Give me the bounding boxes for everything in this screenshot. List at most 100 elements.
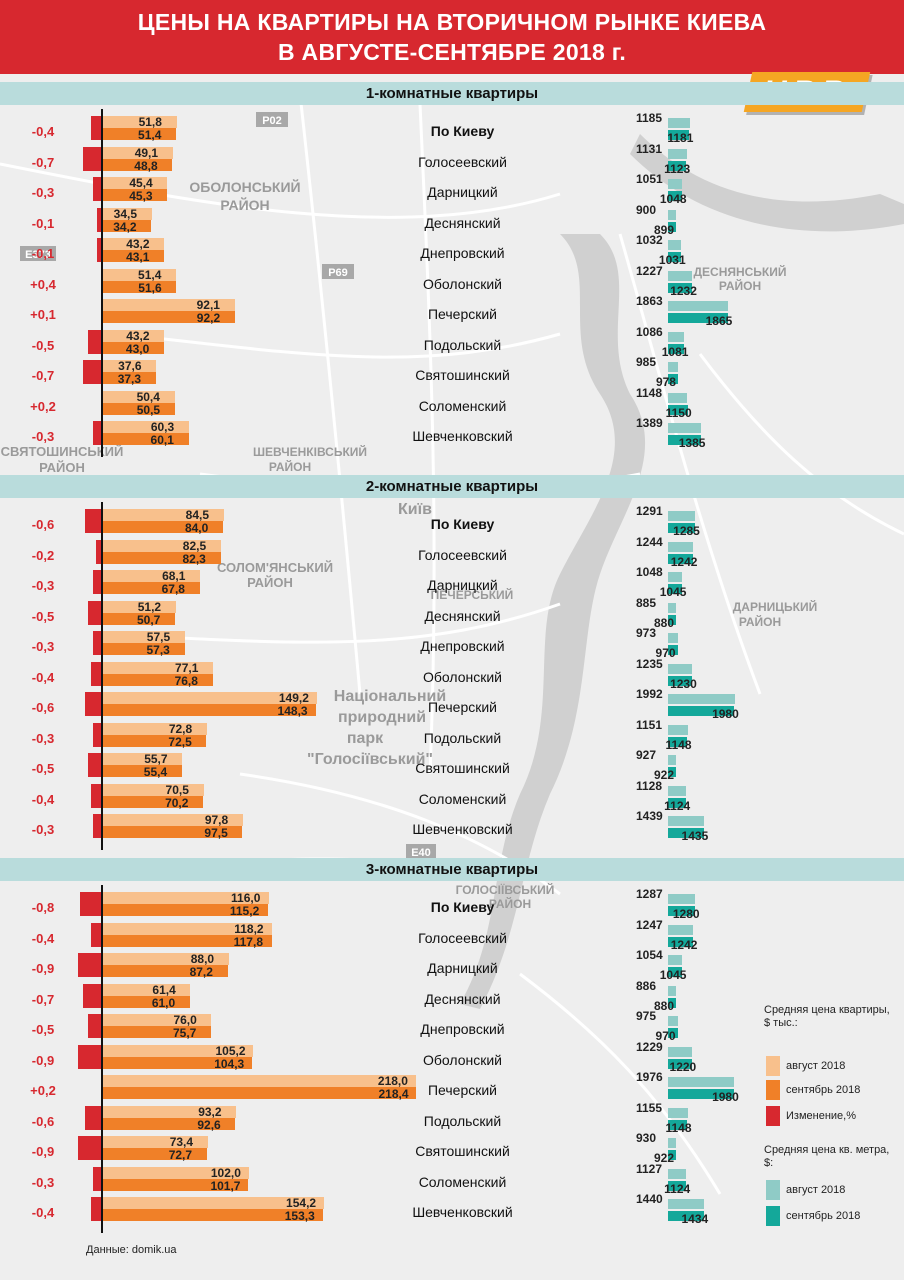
chart-row: -0,9 73,4 72,7 Святошинский 930 922 xyxy=(0,1132,904,1166)
change-bar xyxy=(77,1044,101,1069)
bar-aug-2018 xyxy=(102,783,204,796)
bar-aug-2018 xyxy=(102,207,152,220)
district-name: Голосеевский xyxy=(418,153,507,170)
sqm-bar-aug-2018 xyxy=(668,301,728,311)
value-aug-2018: 218,0 xyxy=(377,1074,408,1088)
data-source: Данные: domik.ua xyxy=(86,1244,177,1256)
sqm-bar-aug-2018 xyxy=(668,894,696,904)
bar-sep-2018 xyxy=(102,402,175,415)
sqm-value-sep-2018: 1124 xyxy=(664,798,691,813)
sqm-value-sep-2018: 1148 xyxy=(665,737,692,752)
bar-aug-2018 xyxy=(102,421,189,433)
change-bar xyxy=(82,146,101,171)
sqm-value-sep-2018: 970 xyxy=(655,646,676,660)
chart-row: -0,3 45,4 45,3 Дарницкий 1051 1048 xyxy=(0,173,904,207)
sqm-value-sep-2018: 1081 xyxy=(661,344,689,359)
bar-sep-2018 xyxy=(102,1178,249,1191)
sqm-bar-aug-2018 xyxy=(668,1107,688,1118)
chart-row: -0,6 149,2 148,3 Печерский 1992 1980 xyxy=(0,688,904,722)
chart-row: -0,7 49,1 48,8 Голосеевский 1131 1123 xyxy=(0,143,904,177)
change-bar xyxy=(88,329,101,354)
chart-row: +0,2 218,0 218,4 Печерский 1976 1980 xyxy=(0,1071,904,1105)
value-aug-2018: 93,2 xyxy=(198,1104,222,1119)
district-name: Шевченковский xyxy=(412,1204,513,1220)
zero-axis xyxy=(101,885,103,1233)
sqm-bar-sep-2018 xyxy=(668,553,693,564)
sqm-bar-aug-2018 xyxy=(668,816,704,826)
change-label: -0,1 xyxy=(31,246,55,261)
bar-sep-2018 xyxy=(102,521,223,533)
value-aug-2018: 51,8 xyxy=(138,115,162,129)
change-label: -0,6 xyxy=(31,700,55,715)
change-label: -0,3 xyxy=(31,578,55,593)
district-name: Голосеевский xyxy=(418,546,507,563)
sqm-value-aug-2018: 1291 xyxy=(636,504,663,518)
district-name: Оболонский xyxy=(423,275,502,292)
change-bar xyxy=(97,207,101,232)
value-aug-2018: 88,0 xyxy=(190,952,215,966)
change-bar xyxy=(82,983,101,1008)
legend-swatch-change xyxy=(766,1106,780,1126)
change-label: -0,6 xyxy=(31,517,55,532)
change-bar xyxy=(90,116,101,140)
sqm-value-aug-2018: 900 xyxy=(636,202,657,217)
svg-text:РАЙОН: РАЙОН xyxy=(269,459,311,474)
district-name: Деснянский xyxy=(424,214,501,231)
sqm-bar-sep-2018 xyxy=(668,313,728,323)
sqm-value-aug-2018: 1244 xyxy=(636,534,663,549)
sqm-value-aug-2018: 1151 xyxy=(636,717,663,732)
svg-text:РАЙОН: РАЙОН xyxy=(220,196,269,213)
chart-row: -0,4 118,2 117,8 Голосеевский 1247 1242 xyxy=(0,919,904,953)
bar-aug-2018 xyxy=(102,509,224,521)
sqm-bar-sep-2018 xyxy=(668,343,684,354)
change-label: -0,6 xyxy=(31,1113,55,1129)
district-name: Днепровский xyxy=(420,245,505,261)
svg-text:природний: природний xyxy=(338,709,426,726)
bar-aug-2018 xyxy=(102,390,175,403)
bar-sep-2018 xyxy=(102,965,228,977)
bar-aug-2018 xyxy=(102,1166,249,1179)
district-name: По Киеву xyxy=(430,899,495,915)
bar-sep-2018 xyxy=(102,372,156,384)
value-aug-2018: 61,4 xyxy=(152,982,176,997)
svg-text:РАЙОН: РАЙОН xyxy=(39,460,85,475)
change-bar xyxy=(93,722,101,747)
chart-row: -0,3 97,8 97,5 Шевченковский 1439 1435 xyxy=(0,810,904,844)
district-name: Святошинский xyxy=(415,760,510,776)
map-district-labels: ОБОЛОНСЬКИЙ РАЙОН ДЕСНЯНСЬКИЙ РАЙОН ШЕВЧ… xyxy=(1,178,818,911)
chart-row: -0,3 57,5 57,3 Днепровский 973 970 xyxy=(0,627,904,661)
district-name: Соломенский xyxy=(418,397,507,414)
value-aug-2018: 118,2 xyxy=(234,921,264,936)
district-name: Шевченковский xyxy=(412,428,513,444)
sqm-bar-aug-2018 xyxy=(668,240,681,250)
sqm-value-aug-2018: 1235 xyxy=(636,656,663,671)
sqm-bar-aug-2018 xyxy=(668,1138,676,1148)
value-sep-2018: 34,2 xyxy=(113,219,137,234)
bar-sep-2018 xyxy=(102,795,204,808)
sqm-value-aug-2018: 975 xyxy=(636,1009,657,1023)
district-name: Дарницкий xyxy=(427,184,498,200)
sqm-bar-aug-2018 xyxy=(668,572,682,582)
bar-sep-2018 xyxy=(102,765,182,777)
bar-sep-2018 xyxy=(102,673,213,686)
sqm-value-sep-2018: 1865 xyxy=(705,314,733,328)
sqm-bar-sep-2018 xyxy=(668,435,701,445)
bar-sep-2018 xyxy=(102,128,177,140)
bar-aug-2018 xyxy=(102,661,214,674)
chart-row: -0,6 93,2 92,6 Подольский 1155 1148 xyxy=(0,1102,904,1136)
value-sep-2018: 72,5 xyxy=(168,734,192,749)
change-bar xyxy=(93,814,101,838)
chart-row: -0,8 116,0 115,2 По Киеву 1287 1280 xyxy=(0,888,904,922)
legend-item-aug: август 2018 xyxy=(760,1056,900,1076)
sqm-value-aug-2018: 927 xyxy=(636,748,657,762)
change-label: -0,5 xyxy=(31,1022,55,1037)
chart-row: -0,4 51,8 51,4 По Киеву 1185 1181 xyxy=(0,112,904,146)
sqm-value-aug-2018: 885 xyxy=(636,595,657,610)
value-sep-2018: 37,3 xyxy=(117,372,142,386)
sqm-bar-sep-2018 xyxy=(668,828,704,838)
sqm-bar-aug-2018 xyxy=(668,1077,734,1087)
change-label: -0,4 xyxy=(31,930,55,946)
chart-row: -0,3 72,8 72,5 Подольский 1151 1148 xyxy=(0,719,904,753)
value-aug-2018: 105,2 xyxy=(215,1043,246,1058)
zero-axis xyxy=(101,502,103,850)
